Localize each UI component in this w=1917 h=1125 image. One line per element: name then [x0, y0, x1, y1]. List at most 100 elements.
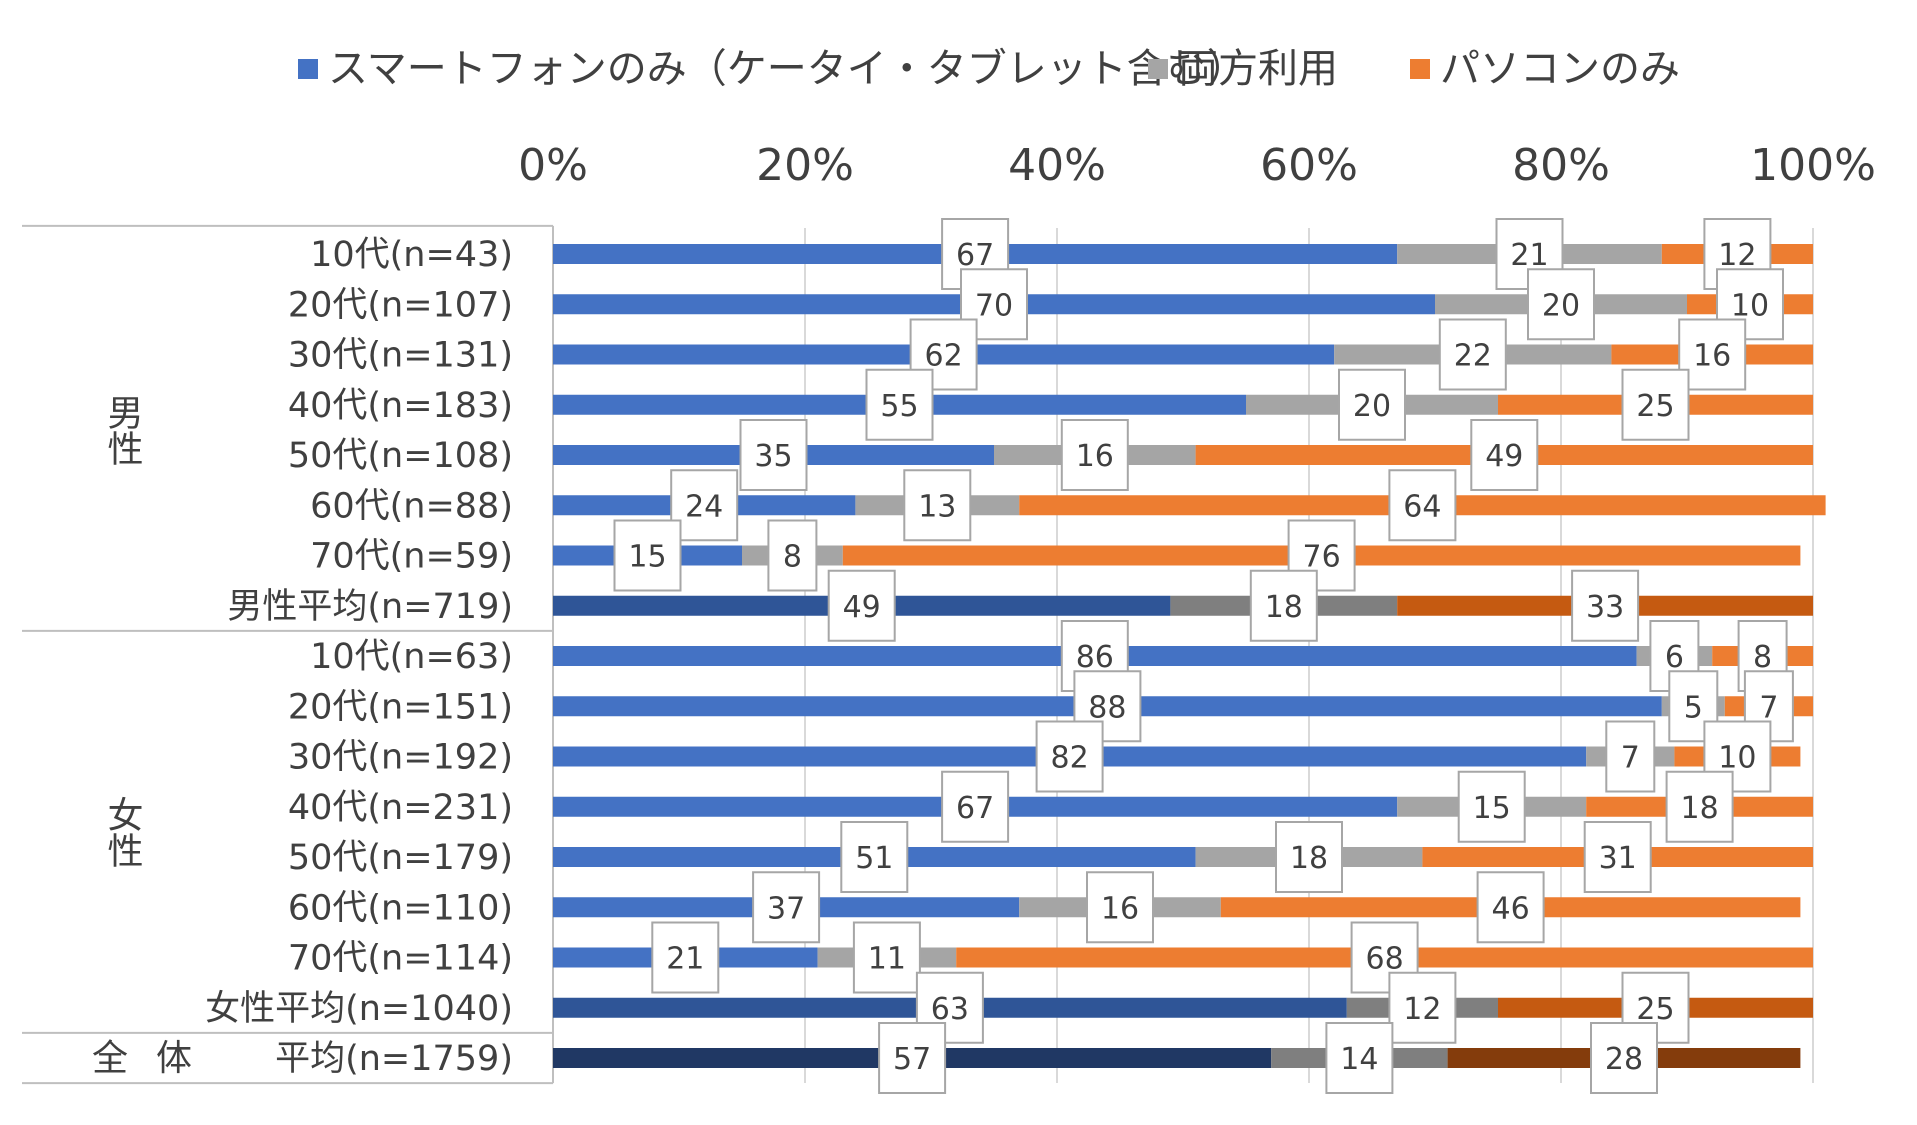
data-label: 46 — [1476, 871, 1545, 944]
data-label: 28 — [1590, 1022, 1658, 1094]
data-label-box — [827, 569, 896, 642]
data-label-text: 20 — [1542, 288, 1580, 323]
data-label-text: 68 — [1366, 942, 1404, 977]
data-label-text: 10 — [1718, 741, 1756, 776]
data-label-box — [1621, 368, 1690, 441]
data-label-box — [1388, 971, 1457, 1044]
group-label-1: 女性 — [102, 796, 143, 868]
data-label-box — [1476, 871, 1545, 944]
legend-swatch — [1148, 59, 1168, 79]
data-label-box — [1086, 871, 1154, 944]
legend-swatch — [1410, 59, 1430, 79]
data-label: 20 — [1338, 368, 1406, 441]
data-label: 76 — [1287, 519, 1356, 592]
category-label: 70代(n=114) — [288, 939, 513, 979]
data-label: 15 — [613, 519, 682, 592]
group-label: 男性 — [102, 394, 143, 466]
data-label: 37 — [752, 871, 821, 944]
data-label-text: 49 — [843, 590, 881, 625]
data-label-text: 16 — [1076, 439, 1114, 474]
category-label: 50代(n=179) — [288, 838, 513, 878]
data-label-text: 8 — [1753, 640, 1772, 675]
data-label: 49 — [827, 569, 896, 642]
data-label: 18 — [1249, 569, 1318, 642]
data-label-box — [1605, 720, 1656, 793]
data-label-box — [1388, 469, 1457, 542]
data-label-box — [878, 1022, 947, 1094]
category-labels: 10代(n=43) 20代(n=107) 30代(n=131) 40代(n=183) 5… — [205, 235, 513, 1079]
data-label-text: 62 — [925, 339, 963, 374]
data-label: 21 — [651, 921, 720, 994]
category-label: 20代(n=151) — [288, 687, 513, 727]
data-label: 68 — [1350, 921, 1419, 994]
data-label-text: 55 — [880, 389, 918, 424]
data-label-text: 25 — [1636, 992, 1674, 1027]
data-label: 13 — [903, 469, 972, 542]
data-label: 16 — [1678, 318, 1747, 391]
data-label-text: 24 — [685, 489, 723, 524]
data-label-box — [1527, 268, 1595, 341]
legend: スマートフォンのみ（ケータイ・タブレット含む）両方利用 パソコンのみ — [298, 46, 1680, 92]
data-label: 22 — [1438, 318, 1507, 391]
data-label-box — [941, 770, 1010, 843]
data-label-text: 12 — [1718, 238, 1756, 273]
data-label-text: 82 — [1051, 741, 1089, 776]
data-label-text: 37 — [767, 891, 805, 926]
data-label-text: 22 — [1454, 339, 1492, 374]
data-label-box — [903, 469, 972, 542]
category-label: 60代(n=88) — [310, 486, 513, 526]
data-label-text: 6 — [1665, 640, 1684, 675]
data-label: 49 — [1470, 419, 1539, 491]
data-label-box — [1035, 720, 1104, 793]
data-label: 18 — [1275, 821, 1343, 893]
data-label-text: 12 — [1403, 992, 1441, 1027]
data-label-box — [1338, 368, 1406, 441]
data-label-box — [1325, 1022, 1394, 1094]
data-label: 33 — [1571, 569, 1640, 642]
data-label-text: 13 — [918, 489, 956, 524]
legend-swatch — [298, 59, 318, 79]
data-label-text: 7 — [1759, 690, 1778, 725]
data-label-text: 15 — [1473, 791, 1511, 826]
category-label: 20代(n=107) — [288, 285, 513, 325]
x-tick-label: 20% — [756, 140, 854, 191]
data-label-text: 31 — [1599, 841, 1637, 876]
data-label-text: 67 — [956, 791, 994, 826]
x-tick-label: 0% — [518, 140, 588, 191]
data-label-box — [613, 519, 682, 592]
data-label-text: 18 — [1265, 590, 1303, 625]
data-label-text: 33 — [1586, 590, 1624, 625]
data-label: 31 — [1583, 821, 1652, 893]
category-label: 10代(n=43) — [310, 235, 513, 275]
group-label-0: 男性 — [102, 394, 143, 466]
data-label-box — [852, 921, 921, 994]
data-label-text: 63 — [931, 992, 969, 1027]
x-tick-label: 80% — [1512, 140, 1610, 191]
x-tick-label: 60% — [1260, 140, 1358, 191]
data-label-box — [1470, 419, 1539, 491]
group-label: 全体 — [92, 1038, 220, 1079]
category-label: 40代(n=183) — [288, 386, 513, 426]
data-label-text: 70 — [975, 288, 1013, 323]
data-label-box — [1665, 770, 1734, 843]
data-label-text: 7 — [1621, 741, 1640, 776]
data-label-text: 88 — [1088, 690, 1126, 725]
legend-label: 両方利用 — [1178, 46, 1338, 92]
data-label-box — [1457, 770, 1526, 843]
bars — [553, 244, 1826, 1068]
data-label-text: 67 — [956, 238, 994, 273]
data-label-text: 15 — [628, 540, 666, 575]
data-label-text: 21 — [666, 942, 704, 977]
group-label-2: 全体 — [92, 1038, 220, 1079]
x-tick-label: 100% — [1750, 140, 1876, 191]
category-label: 10代(n=63) — [310, 637, 513, 677]
data-label: 64 — [1388, 469, 1457, 542]
x-axis-tick-labels: 0% 20% 40% 60% 80% 100% — [518, 140, 1876, 191]
data-label: 16 — [1086, 871, 1154, 944]
data-label: 7 — [1605, 720, 1656, 793]
category-label: 男性平均(n=719) — [227, 587, 513, 627]
data-label: 70 — [960, 268, 1028, 341]
data-label: 62 — [909, 318, 978, 391]
